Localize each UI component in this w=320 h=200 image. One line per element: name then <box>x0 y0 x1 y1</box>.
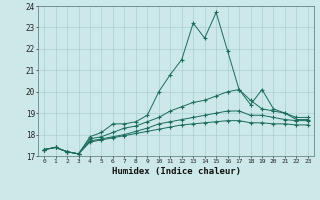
X-axis label: Humidex (Indice chaleur): Humidex (Indice chaleur) <box>111 167 241 176</box>
